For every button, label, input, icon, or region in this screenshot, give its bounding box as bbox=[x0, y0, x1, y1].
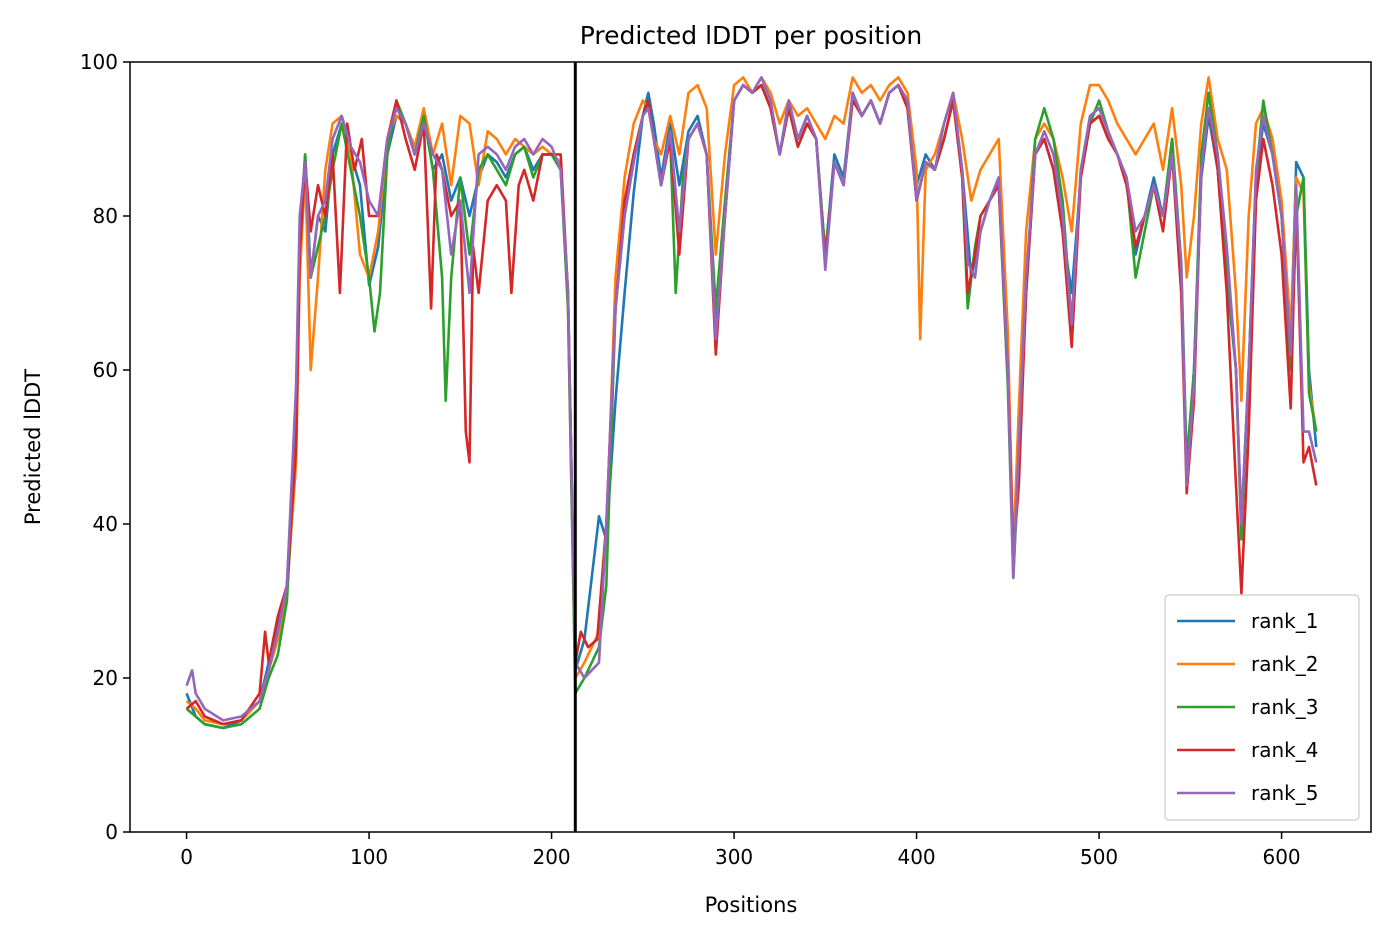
x-axis: 0 100 200 300 400 500 600 bbox=[180, 832, 1301, 869]
x-axis-title: Positions bbox=[705, 893, 798, 917]
x-tick-label: 500 bbox=[1080, 845, 1118, 869]
y-tick-label: 20 bbox=[93, 666, 118, 690]
legend: rank_1 rank_2 rank_3 rank_4 rank_5 bbox=[1164, 594, 1360, 821]
y-tick-label: 100 bbox=[80, 50, 118, 74]
legend-label: rank_3 bbox=[1251, 695, 1318, 719]
y-tick-label: 60 bbox=[93, 358, 118, 382]
x-tick-label: 200 bbox=[532, 845, 570, 869]
y-axis-title: Predicted lDDT bbox=[21, 369, 45, 525]
x-tick-label: 300 bbox=[715, 845, 753, 869]
y-tick-label: 0 bbox=[105, 820, 118, 844]
y-axis: 0 20 40 60 80 100 bbox=[80, 50, 130, 844]
plot-lines bbox=[185, 76, 1318, 730]
x-tick-label: 100 bbox=[350, 845, 388, 869]
x-tick-label: 600 bbox=[1262, 845, 1300, 869]
series-line-rank-5 bbox=[185, 76, 1318, 722]
y-tick-label: 40 bbox=[93, 512, 118, 536]
legend-label: rank_5 bbox=[1251, 781, 1318, 805]
y-tick-label: 80 bbox=[93, 204, 118, 228]
x-tick-label: 400 bbox=[897, 845, 935, 869]
legend-label: rank_2 bbox=[1251, 652, 1318, 676]
legend-label: rank_4 bbox=[1251, 738, 1318, 762]
chart-title: Predicted lDDT per position bbox=[580, 21, 922, 50]
legend-label: rank_1 bbox=[1251, 609, 1318, 633]
plot-frame bbox=[129, 61, 1372, 833]
x-tick-label: 0 bbox=[180, 845, 193, 869]
legend-box bbox=[1164, 594, 1360, 821]
